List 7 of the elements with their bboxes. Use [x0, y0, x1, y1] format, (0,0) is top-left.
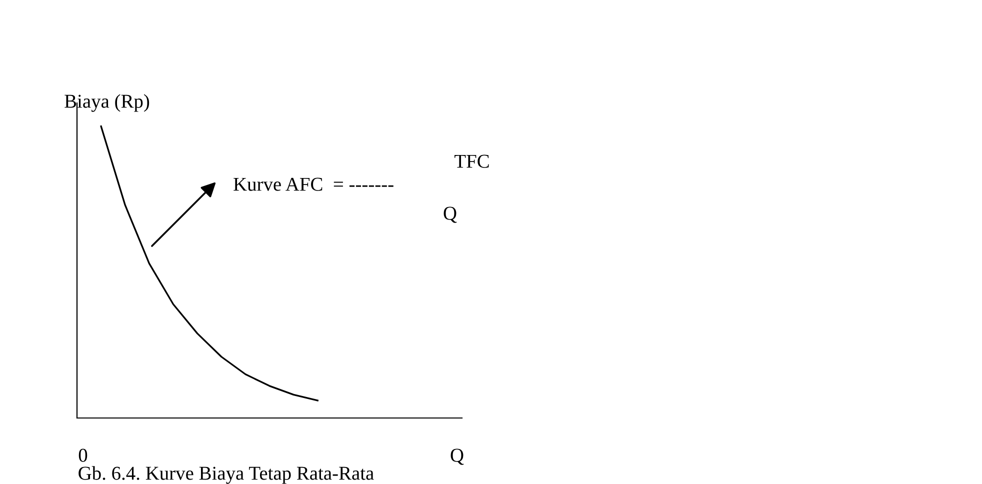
annotation: Kurve AFC = ------- [234, 178, 394, 191]
text: Gb. 6.4. Kurve Biaya Tetap Rata-Rata [78, 466, 374, 484]
y-axis-title: Biaya (Rp) [64, 94, 150, 112]
annotation: Q [444, 206, 457, 223]
x-axis-title: Q [450, 448, 464, 465]
annotation: TFC [454, 154, 489, 168]
text: 0 [78, 448, 88, 462]
